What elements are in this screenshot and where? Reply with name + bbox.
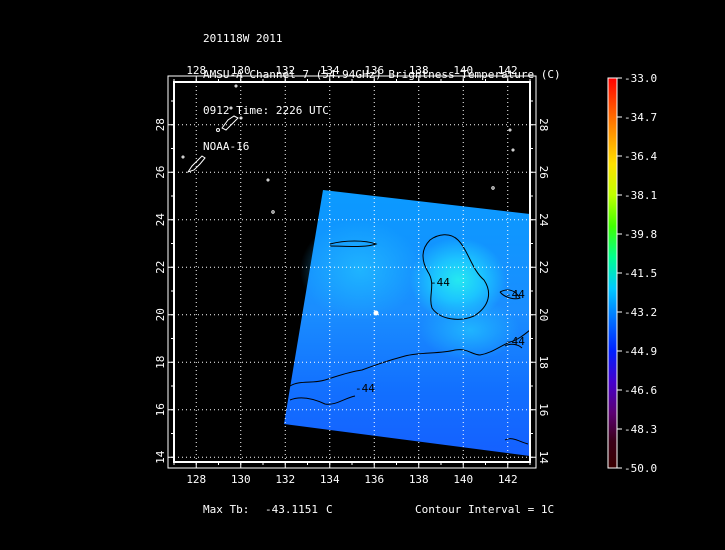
lon-tick-label-bottom: 138 [409,473,429,486]
colorbar-label: -46.6 [624,384,657,397]
colorbar-label: -34.7 [624,111,657,124]
lon-tick-label-bottom: 136 [364,473,384,486]
lat-tick-label-right: 18 [537,356,550,369]
max-tb-value: -43.1151 [265,503,318,516]
colorbar-label: -33.0 [624,72,657,85]
contour-label: -44 [505,288,525,301]
contour-lines [289,234,531,445]
colorbar-label: -36.4 [624,150,657,163]
lon-tick-label-top: 142 [498,64,518,77]
lon-tick-label-top: 132 [275,64,295,77]
island-outlines [181,84,515,316]
header-line-3: 0912 Time: 2226 UTC [203,104,329,117]
contour-interval: Contour Interval = 1C [415,503,555,516]
lat-tick-label-left: 14 [154,450,167,464]
header-line-4: NOAA-16 [203,140,250,153]
contour-label: -44 [355,382,375,395]
colorbar-label: -50.0 [624,462,657,475]
contour-label: -44 [505,335,525,348]
lat-tick-label-left: 16 [154,403,167,416]
graticule [174,82,530,462]
max-tb-label: Max Tb: [203,503,250,516]
lat-tick-label-right: 14 [537,451,550,465]
lat-tick-label-left: 28 [154,118,167,131]
colorbar-labels: -33.0 -34.7 -36.4 -38.1 -39.8 -41.5 -43.2 -44.9… [617,72,657,475]
satellite-swath [284,190,530,456]
lat-tick-label-right: 24 [537,213,550,227]
lon-tick-label-bottom: 130 [231,473,251,486]
contour-label: -44 [430,276,450,289]
lat-tick-label-right: 26 [537,166,550,179]
lat-tick-label-right: 20 [537,308,550,321]
lon-tick-label-bottom: 132 [275,473,295,486]
colorbar-label: -38.1 [624,189,657,202]
lon-tick-label-top: 128 [186,64,206,77]
map-outer-frame [167,75,537,469]
colorbar-label: -43.2 [624,306,657,319]
latitude-axis: 14 14 16 16 18 18 20 20 22 22 24 24 26 26 28 28 [154,100,550,465]
header-line-2: AMSU-A Channel 7 (54.94GHz) Brightness T… [203,68,561,81]
lat-tick-label-left: 26 [154,166,167,179]
colorbar-label: -39.8 [624,228,657,241]
lon-tick-label-top: 138 [409,64,429,77]
figure-header: 201118W 2011 AMSU-A Channel 7 (54.94GHz)… [203,9,561,165]
lon-tick-label-bottom: 140 [453,473,473,486]
header-line-1: 201118W 2011 [203,32,283,45]
lat-tick-label-right: 28 [537,118,550,131]
lon-tick-label-top: 136 [364,64,384,77]
lat-tick-label-left: 24 [154,213,167,227]
lat-tick-label-left: 22 [154,261,167,274]
lon-tick-label-bottom: 142 [498,473,518,486]
lon-tick-label-top: 130 [231,64,251,77]
colorbar-label: -44.9 [624,345,657,358]
lon-tick-label-bottom: 134 [320,473,340,486]
longitude-axis: 128 128 130 130 132 132 134 134 136 136 138 138 140 1… [173,64,531,486]
colorbar-label: -41.5 [624,267,657,280]
lat-tick-label-left: 20 [154,308,167,321]
lat-tick-label-right: 16 [537,403,550,416]
colorbar [608,78,617,468]
colorbar-label: -48.3 [624,423,657,436]
lon-tick-label-bottom: 128 [186,473,206,486]
max-tb-unit: C [326,503,333,516]
lon-tick-label-top: 134 [320,64,340,77]
contour-labels: -44 -44 -44 -44 [355,276,525,395]
lat-tick-label-left: 18 [154,356,167,369]
lon-tick-label-top: 140 [453,64,473,77]
lat-tick-label-right: 22 [537,261,550,274]
